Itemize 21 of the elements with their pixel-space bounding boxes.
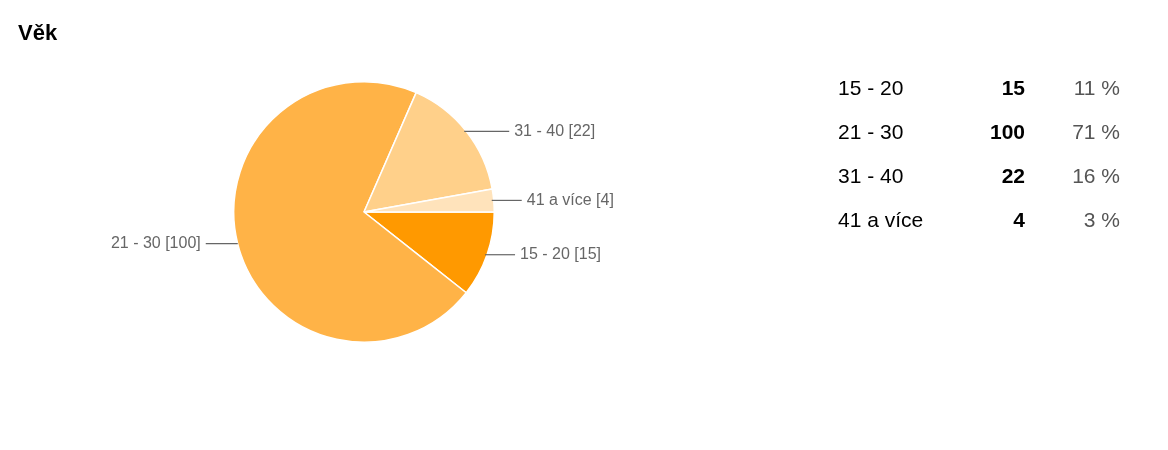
data-label: [15] [574, 245, 601, 263]
data-label: 22 [1000, 164, 1025, 188]
slice-label: 41 a více [526, 190, 592, 208]
text: 3 % [1082, 208, 1120, 232]
text: 16 % [1071, 164, 1120, 188]
data-label: 100 [988, 120, 1025, 144]
data-label: 15 [1000, 76, 1025, 100]
category-label: 41 a více [838, 208, 925, 232]
slice-label: 31 - 40 [514, 121, 565, 139]
category-label: 15 - 20 [838, 76, 905, 100]
data-label: [100] [165, 234, 201, 252]
slice-label: 21 - 30 [110, 234, 161, 252]
category-label: 31 - 40 [838, 164, 905, 188]
data-label: [22] [568, 121, 596, 139]
text: 71 % [1071, 120, 1120, 144]
category-label: 21 - 30 [838, 120, 905, 144]
chart-title: Věk [18, 20, 58, 46]
slice-label: 15 - 20 [520, 245, 570, 263]
text: 11 % [1072, 76, 1120, 100]
data-label: [4] [596, 190, 614, 208]
data-label: 4 [1012, 208, 1025, 232]
